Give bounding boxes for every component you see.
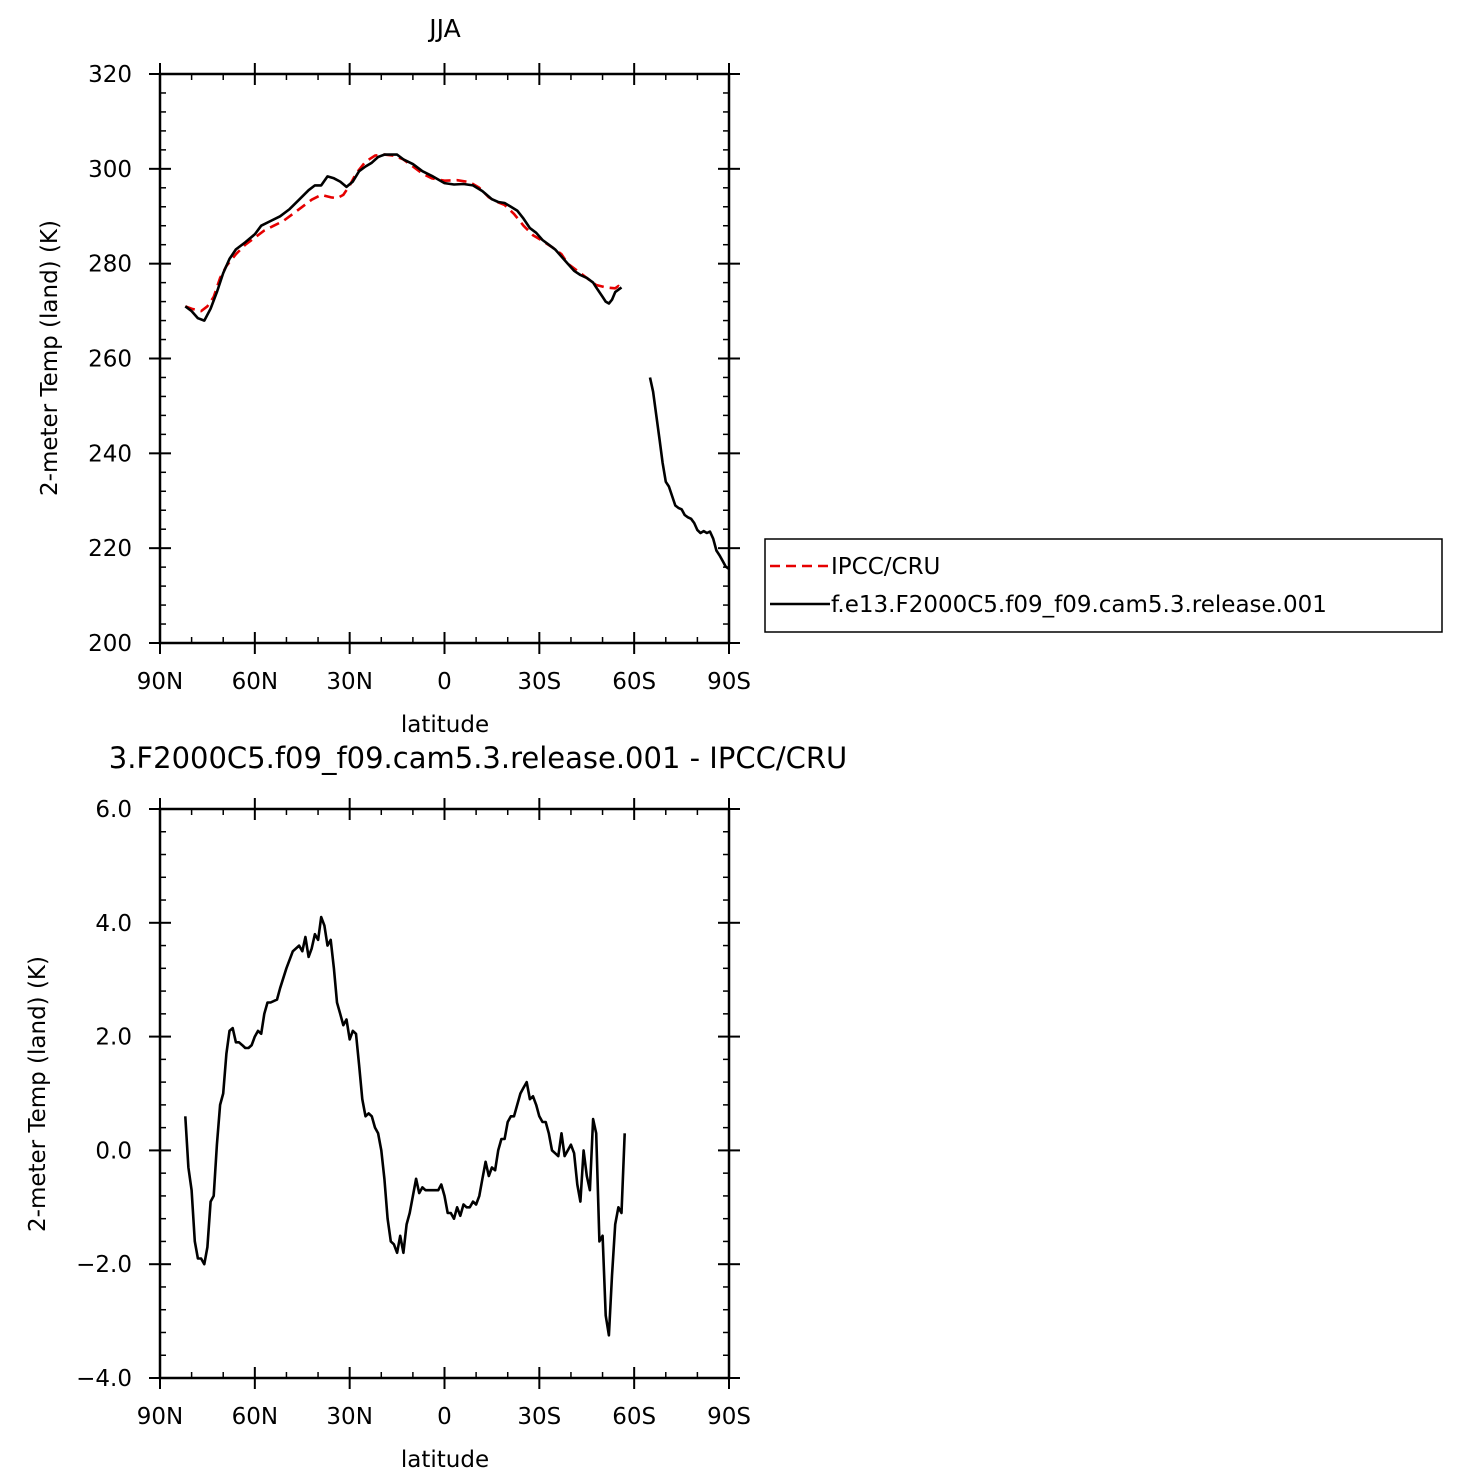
top-x-tick-label: 30S: [517, 669, 561, 695]
bottom-y-tick-label: −4.0: [76, 1366, 132, 1392]
top-x-tick-label: 90N: [137, 669, 183, 695]
bottom-y-tick-label: 2.0: [95, 1025, 132, 1051]
top-x-axis-label: latitude: [401, 712, 489, 738]
bottom-lines: [184, 915, 626, 1337]
top-y-tick-label: 240: [88, 441, 132, 467]
bottom-x-tick-label: 30S: [517, 1404, 561, 1430]
top-x-tick-label: 90S: [707, 669, 751, 695]
bottom-y-axis-label: 2-meter Temp (land) (K): [25, 956, 51, 1232]
bottom-y-tick-label: −2.0: [76, 1252, 132, 1278]
bottom-ticks: 90N 60N 30N 0 30S 60S 90S −4.0 −2.0 0.0 2.0 4.0 6.0: [76, 797, 751, 1430]
bottom-y-tick-label: 4.0: [95, 911, 132, 937]
top-x-tick-label: 60S: [612, 669, 656, 695]
top-y-tick-label: 220: [88, 536, 132, 562]
bottom-panel: 3.F2000C5.f09_f09.cam5.3.release.001 - I…: [25, 741, 847, 1473]
top-y-tick-label: 280: [88, 252, 132, 278]
bottom-y-tick-label: 0.0: [95, 1138, 132, 1164]
legend: IPCC/CRU f.e13.F2000C5.f09_f09.cam5.3.re…: [764, 538, 1443, 633]
bottom-x-tick-label: 60N: [232, 1404, 278, 1430]
bottom-x-tick-label: 90N: [137, 1404, 183, 1430]
bottom-series-line-0: [184, 915, 626, 1337]
top-series-line-1: [648, 377, 730, 571]
top-lines: [184, 153, 730, 571]
top-y-tick-label: 300: [88, 157, 132, 183]
legend-label-model: f.e13.F2000C5.f09_f09.cam5.3.release.001: [831, 592, 1327, 618]
top-y-tick-label: 260: [88, 347, 132, 373]
legend-label-ipcc-cru: IPCC/CRU: [831, 554, 940, 580]
top-panel: JJA latitude 2-meter Temp (land) (K) 90N…: [37, 14, 751, 738]
bottom-y-tick-label: 6.0: [95, 797, 132, 823]
bottom-x-tick-label: 30N: [326, 1404, 372, 1430]
top-plot-frame: [158, 72, 731, 645]
bottom-x-tick-label: 0: [437, 1404, 452, 1430]
bottom-x-tick-label: 60S: [612, 1404, 656, 1430]
top-y-tick-label: 320: [88, 62, 132, 88]
top-x-tick-label: 30N: [326, 669, 372, 695]
bottom-x-tick-label: 90S: [707, 1404, 751, 1430]
bottom-chart-title: 3.F2000C5.f09_f09.cam5.3.release.001 - I…: [109, 741, 847, 775]
top-series-line-1: [184, 153, 623, 322]
top-series-line-0: [184, 153, 623, 313]
bottom-plot-frame: [158, 807, 731, 1380]
bottom-x-axis-label: latitude: [401, 1447, 489, 1473]
top-x-tick-label: 0: [437, 669, 452, 695]
top-y-axis-label: 2-meter Temp (land) (K): [37, 220, 63, 496]
top-x-tick-label: 60N: [232, 669, 278, 695]
top-chart-title: JJA: [427, 14, 460, 43]
legend-box: [764, 538, 1443, 633]
top-y-tick-label: 200: [88, 631, 132, 657]
